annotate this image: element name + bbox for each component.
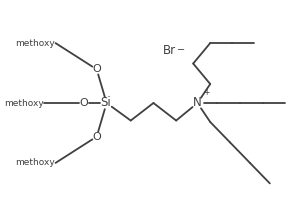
Text: Br: Br: [162, 44, 176, 57]
Text: O: O: [92, 64, 101, 74]
Text: methoxy: methoxy: [4, 98, 44, 108]
Text: Si: Si: [100, 96, 111, 110]
Text: +: +: [203, 88, 210, 97]
Text: methoxy: methoxy: [15, 39, 55, 48]
Text: N: N: [193, 96, 202, 110]
Text: O: O: [92, 132, 101, 142]
Text: methoxy: methoxy: [15, 158, 55, 167]
Text: −: −: [177, 45, 185, 55]
Text: O: O: [80, 98, 88, 108]
